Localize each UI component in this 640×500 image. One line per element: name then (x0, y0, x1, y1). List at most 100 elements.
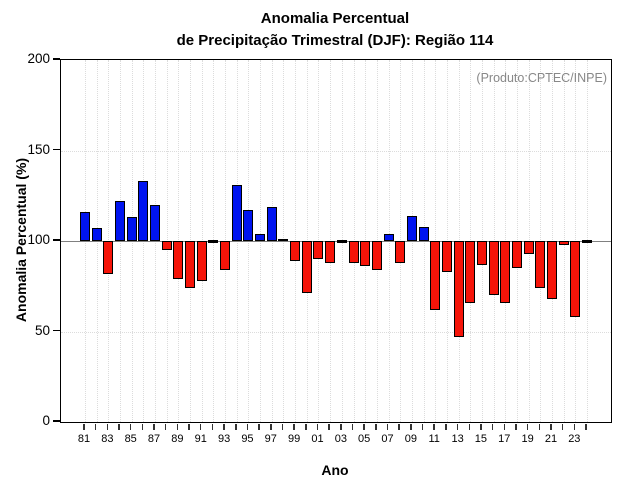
bar-88 (161, 241, 172, 251)
x-axis-tick (281, 424, 284, 430)
bar-22 (558, 241, 569, 245)
y-axis-tick-label: 150 (27, 141, 50, 157)
chart-title-line2: de Precipitação Trimestral (DJF): Região… (176, 32, 494, 49)
bar-20 (535, 241, 546, 289)
y-axis-tick (53, 239, 60, 241)
bar-85 (126, 217, 137, 241)
x-axis-tick (410, 424, 412, 430)
x-axis-tick (538, 424, 541, 430)
bar-19 (523, 241, 534, 254)
bar-03 (336, 240, 347, 243)
x-axis-tick (188, 424, 190, 430)
x-axis-tick (573, 424, 576, 430)
baseline-100-line (61, 240, 611, 242)
bar-87 (150, 204, 161, 241)
y-axis-tick (53, 420, 60, 422)
bar-08 (395, 241, 406, 263)
x-axis-tick (118, 424, 120, 430)
x-axis-tick (153, 424, 155, 430)
x-axis-tick (316, 424, 319, 430)
x-axis-tick-label: 87 (147, 433, 161, 445)
x-axis-tick-label: 15 (474, 433, 488, 445)
x-axis-tick (526, 424, 529, 430)
x-axis-tick-label: 23 (568, 433, 581, 445)
bar-05 (360, 241, 371, 267)
bar-90 (185, 241, 196, 289)
bar-99 (290, 241, 301, 261)
x-axis-tick (199, 424, 202, 430)
x-axis-tick (363, 424, 365, 430)
y-axis-tick (53, 148, 60, 151)
x-axis-tick (491, 424, 494, 430)
bar-84 (115, 201, 126, 241)
x-axis-tick (375, 424, 377, 430)
x-axis-label: Ano (321, 462, 349, 478)
bar-24 (582, 240, 592, 243)
x-axis-tick (106, 424, 109, 430)
x-axis-tick (351, 424, 354, 430)
x-axis-tick-label: 21 (544, 433, 558, 445)
x-axis-tick-label: 97 (264, 433, 277, 445)
x-axis-tick (141, 424, 144, 430)
x-axis-tick (340, 424, 342, 430)
x-axis-tick (445, 424, 447, 430)
x-axis-tick (94, 424, 97, 430)
x-axis-tick (328, 424, 330, 430)
horizontal-gridline (61, 331, 611, 333)
x-axis-tick-label: 07 (381, 433, 394, 445)
bar-16 (488, 241, 499, 296)
x-axis-tick (585, 424, 587, 430)
bar-92 (208, 240, 219, 243)
x-axis-tick (223, 424, 225, 430)
bar-97 (266, 206, 277, 241)
x-axis-tick (83, 424, 85, 430)
bar-82 (91, 228, 102, 241)
x-axis-tick (433, 424, 435, 430)
bar-96 (255, 233, 266, 241)
bar-00 (301, 241, 312, 294)
bar-13 (453, 241, 464, 337)
y-axis-tick-label: 200 (27, 51, 50, 66)
bar-18 (511, 241, 522, 269)
x-axis-tick (421, 424, 424, 430)
x-axis-tick (129, 424, 132, 430)
x-axis-tick-label: 13 (451, 433, 464, 445)
y-axis-tick-label: 50 (34, 322, 50, 338)
bar-81 (80, 212, 90, 241)
x-axis-tick (293, 424, 295, 430)
x-axis-tick (176, 424, 179, 430)
x-axis-tick (503, 424, 506, 430)
bar-14 (465, 241, 476, 303)
x-axis-tick-label: 91 (194, 433, 207, 445)
x-axis-tick (258, 424, 260, 430)
x-axis-tick (468, 424, 470, 430)
x-axis-tick-label: 85 (124, 433, 137, 445)
x-axis-tick-label: 81 (77, 433, 91, 445)
bar-23 (570, 241, 581, 318)
x-axis-tick (398, 424, 400, 430)
bar-94 (231, 184, 242, 241)
x-axis-tick-label: 09 (404, 433, 417, 445)
chart-title-line1: Anomalia Percentual (260, 10, 410, 27)
x-axis-tick (386, 424, 389, 430)
x-axis-tick (164, 424, 167, 430)
x-axis-tick (246, 424, 249, 430)
bar-15 (476, 241, 487, 265)
x-axis-tick (456, 424, 459, 430)
bar-09 (406, 215, 417, 241)
horizontal-gridline (61, 150, 611, 152)
x-axis-tick (211, 424, 214, 430)
x-axis-tick-label: 95 (241, 433, 254, 445)
x-axis-tick-label: 03 (334, 433, 347, 445)
x-axis-tick (480, 424, 482, 430)
y-axis-tick-label: 0 (42, 413, 50, 428)
bar-98 (278, 239, 289, 242)
x-axis-tick (561, 424, 564, 430)
bar-21 (546, 241, 557, 299)
x-axis-tick-label: 93 (217, 433, 231, 445)
x-axis-tick-label: 83 (101, 433, 114, 445)
bar-86 (138, 181, 149, 241)
bar-91 (196, 241, 207, 281)
product-annotation: (Produto:CPTEC/INPE) (476, 71, 607, 85)
